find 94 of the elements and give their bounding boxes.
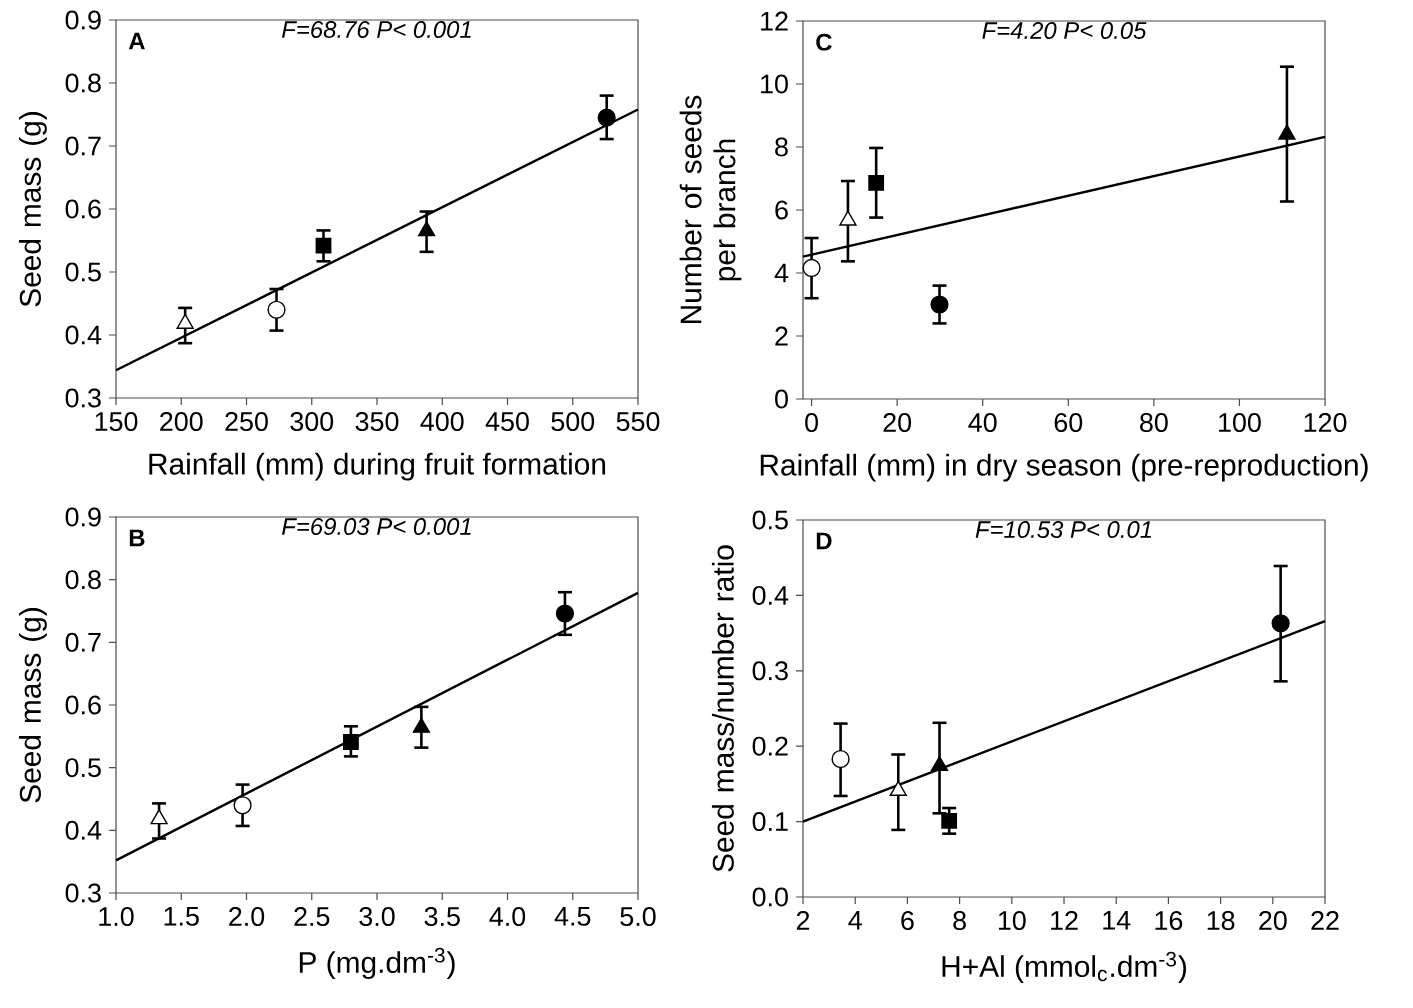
y-tick-label: 0.7 [65, 632, 101, 652]
y-tick-label: 0.5 [65, 262, 101, 282]
annotation: B [129, 529, 145, 547]
y-tick-label: 0.4 [65, 820, 102, 840]
x-tick-label: 20 [1259, 911, 1287, 931]
point [176, 313, 194, 329]
point [597, 108, 616, 127]
y-axis-title: Number of seeds per branch [679, 95, 742, 324]
x-tick-label: 10 [998, 911, 1026, 931]
y-tick-label: 0.3 [752, 661, 788, 681]
y-tick-label: 2 [775, 326, 788, 346]
x-tick-label: 60 [1054, 413, 1083, 433]
y-tick-label: 0.9 [65, 507, 101, 527]
chart-title: F=4.20 P< 0.05 [982, 22, 1147, 39]
annotation: A [128, 32, 145, 50]
x-tick-label: 1.5 [164, 907, 199, 926]
point [930, 755, 949, 772]
y-tick-label: 0.3 [65, 883, 101, 903]
x-tick-label: 250 [225, 412, 268, 432]
point [941, 812, 958, 829]
y-tick-label: 0.5 [752, 510, 788, 530]
point [417, 221, 436, 237]
x-tick-label: 8 [953, 911, 966, 931]
x-tick-label: 450 [485, 412, 529, 432]
point [889, 780, 907, 796]
y-tick-label: 0.8 [65, 73, 101, 93]
chart-title: F=69.03 P< 0.001 [282, 518, 471, 536]
chart-title: F=10.53 P< 0.01 [975, 521, 1152, 539]
x-tick-label: 4.0 [489, 907, 526, 927]
x-tick-label: 14 [1103, 911, 1131, 930]
x-tick-label: 4 [848, 911, 862, 930]
x-axis-title: H+Al (mmol$_{c}$.dm$^{-3}$) [942, 951, 1187, 983]
y-tick-label: 0.3 [65, 388, 101, 408]
y-tick-label: 10 [761, 74, 788, 94]
y-tick-label: 12 [761, 11, 788, 31]
x-tick-label: 40 [968, 413, 997, 433]
y-tick-label: 0.4 [65, 325, 102, 345]
point [555, 604, 575, 623]
y-tick-label: 0 [775, 389, 788, 409]
x-tick-label: 200 [160, 412, 203, 432]
y-tick-label: 0.0 [752, 887, 788, 907]
x-axis-title: Rainfall (mm) during fruit formation [149, 452, 606, 481]
x-tick-label: 22 [1311, 911, 1339, 930]
y-axis-title: Seed mass/number ratio [711, 545, 734, 872]
point [1278, 124, 1296, 140]
y-tick-label: 0.6 [65, 695, 101, 715]
x-tick-label: 400 [420, 412, 464, 432]
y-tick-label: 0.5 [65, 758, 101, 778]
x-tick-label: 2.0 [229, 907, 265, 927]
x-tick-label: 3.5 [424, 907, 460, 927]
y-tick-label: 6 [775, 200, 788, 220]
x-tick-label: 120 [1304, 413, 1347, 433]
x-tick-label: 550 [616, 412, 660, 432]
x-tick-label: 500 [551, 412, 595, 432]
y-tick-label: 0.8 [65, 570, 101, 590]
point [839, 210, 857, 226]
x-tick-label: 0 [805, 413, 818, 433]
x-tick-label: 12 [1051, 911, 1078, 930]
x-tick-label: 1.0 [99, 907, 134, 927]
x-tick-label: 80 [1140, 413, 1168, 433]
y-tick-label: 0.9 [65, 10, 101, 30]
chart-title: F=68.76 P< 0.001 [282, 21, 471, 38]
y-tick-label: 0.7 [65, 136, 101, 156]
x-tick-label: 100 [1219, 413, 1261, 433]
x-tick-label: 20 [883, 413, 912, 433]
x-tick-label: 3.0 [359, 907, 395, 927]
annotation: D [816, 532, 832, 550]
x-tick-label: 2.5 [294, 907, 330, 927]
x-tick-label: 18 [1207, 911, 1235, 931]
x-tick-label: 4.5 [554, 907, 591, 926]
point [315, 237, 332, 254]
x-tick-label: 150 [95, 412, 138, 432]
y-tick-label: 0.1 [752, 812, 788, 832]
x-tick-label: 5.0 [620, 907, 656, 927]
y-axis-title: Seed mass (g) [19, 112, 47, 307]
y-tick-label: 0.6 [65, 199, 101, 219]
x-axis-title: Rainfall (mm) in dry season (pre-reproduction) [760, 453, 1368, 482]
annotation: C [816, 33, 832, 51]
point [412, 717, 431, 733]
x-tick-label: 2 [796, 911, 810, 930]
y-axis-title: Seed mass (g) [19, 608, 47, 803]
x-tick-label: 6 [901, 911, 914, 931]
y-tick-label: 0.2 [752, 736, 788, 756]
x-tick-label: 300 [290, 412, 334, 432]
y-tick-label: 8 [775, 137, 788, 157]
point [868, 175, 885, 191]
point [150, 809, 168, 825]
point [930, 295, 949, 314]
x-axis-title: P (mg.dm$^{-3}$) [299, 947, 455, 979]
x-tick-label: 16 [1155, 911, 1183, 931]
y-tick-label: 0.4 [752, 585, 789, 605]
x-tick-label: 350 [355, 412, 399, 432]
point [1271, 614, 1290, 633]
y-tick-label: 4 [774, 263, 789, 283]
